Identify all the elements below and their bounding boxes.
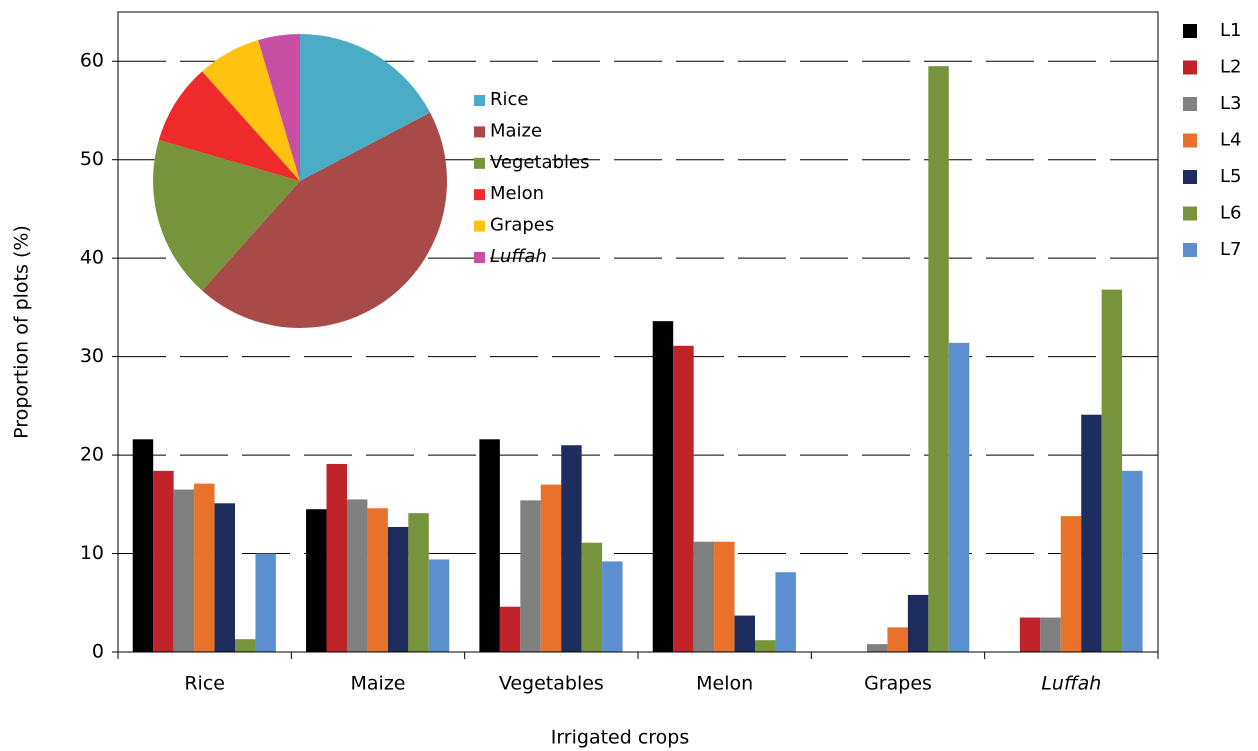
bar (1081, 414, 1102, 652)
legend-label: Maize (490, 120, 542, 141)
bar (734, 615, 755, 652)
legend-swatch (1183, 133, 1197, 148)
bar (306, 509, 327, 652)
bar (693, 541, 715, 652)
bar (755, 640, 776, 652)
y-tick-label: 50 (80, 148, 104, 170)
legend-label: L2 (1220, 57, 1241, 78)
bar (173, 489, 195, 652)
legend-swatch (474, 95, 485, 106)
legend-label: Rice (490, 89, 528, 110)
legend-label: Grapes (490, 215, 554, 236)
legend-swatch (474, 252, 485, 263)
legend-swatch (474, 220, 485, 232)
bar (887, 627, 908, 652)
y-axis-title: Proportion of plots (%) (11, 225, 33, 439)
bar (866, 644, 888, 652)
legend-swatch (1183, 170, 1197, 184)
legend-label: Melon (490, 183, 544, 204)
bar (561, 445, 582, 652)
bar (1101, 289, 1123, 652)
bar (652, 321, 674, 652)
bar (346, 499, 368, 652)
legend-swatch (1183, 97, 1197, 111)
bar (214, 503, 235, 652)
legend-label: L6 (1220, 203, 1241, 224)
plot-frame (117, 11, 1159, 653)
bar (581, 542, 603, 652)
bar (714, 541, 735, 652)
bar (194, 483, 215, 652)
y-tick-label: 40 (80, 247, 104, 269)
x-tick-label: Melon (696, 673, 753, 695)
bar (907, 594, 929, 652)
bar (1122, 470, 1143, 652)
pie-slice (258, 34, 300, 181)
legend-swatch (1183, 60, 1197, 75)
bar (132, 439, 154, 652)
bar (153, 470, 174, 652)
x-tick-label: Vegetables (499, 673, 604, 695)
legend-swatch (474, 157, 485, 169)
x-tick-label: Maize (351, 673, 406, 695)
bar (540, 484, 562, 652)
bar (948, 342, 970, 652)
legend-label: Luffah (490, 246, 547, 267)
legend-label: L1 (1220, 20, 1241, 41)
bar (367, 508, 388, 652)
legend-label: L5 (1220, 166, 1241, 187)
y-tick-label: 60 (80, 50, 104, 72)
pie-slice (202, 112, 447, 328)
bar (775, 572, 796, 652)
x-tick-label: Luffah (1041, 673, 1101, 695)
bar (1019, 617, 1041, 652)
bar (602, 561, 623, 652)
legend-swatch (1183, 243, 1197, 257)
pie-slice (300, 34, 431, 181)
pie-slice (202, 40, 300, 182)
bar (499, 606, 521, 652)
x-tick-label: Rice (184, 673, 225, 695)
bar (928, 66, 949, 652)
bar (428, 559, 450, 652)
x-tick-label: Grapes (864, 673, 932, 695)
pie-slice (158, 71, 300, 181)
legend-label: Vegetables (490, 152, 589, 173)
legend-label: L4 (1220, 130, 1241, 151)
pie-slice (153, 139, 300, 291)
bar (408, 513, 429, 652)
legend-label: L3 (1220, 93, 1241, 114)
legend-swatch (1183, 206, 1197, 221)
bar (326, 463, 347, 652)
legend-label: L7 (1220, 239, 1241, 260)
legend-swatch (474, 126, 485, 138)
y-tick-label: 0 (92, 641, 104, 663)
y-tick-label: 30 (80, 345, 104, 367)
bar (255, 553, 276, 652)
bar (235, 639, 256, 652)
bar (673, 345, 694, 652)
bar (1060, 516, 1082, 652)
y-tick-label: 10 (80, 542, 104, 564)
bar (1040, 617, 1061, 652)
bar (479, 439, 500, 652)
bar (387, 526, 409, 652)
legend-swatch (1183, 24, 1197, 38)
bar (520, 500, 541, 652)
x-axis-title: Irrigated crops (551, 727, 690, 749)
y-tick-label: 20 (80, 444, 104, 466)
legend-swatch (474, 189, 485, 201)
